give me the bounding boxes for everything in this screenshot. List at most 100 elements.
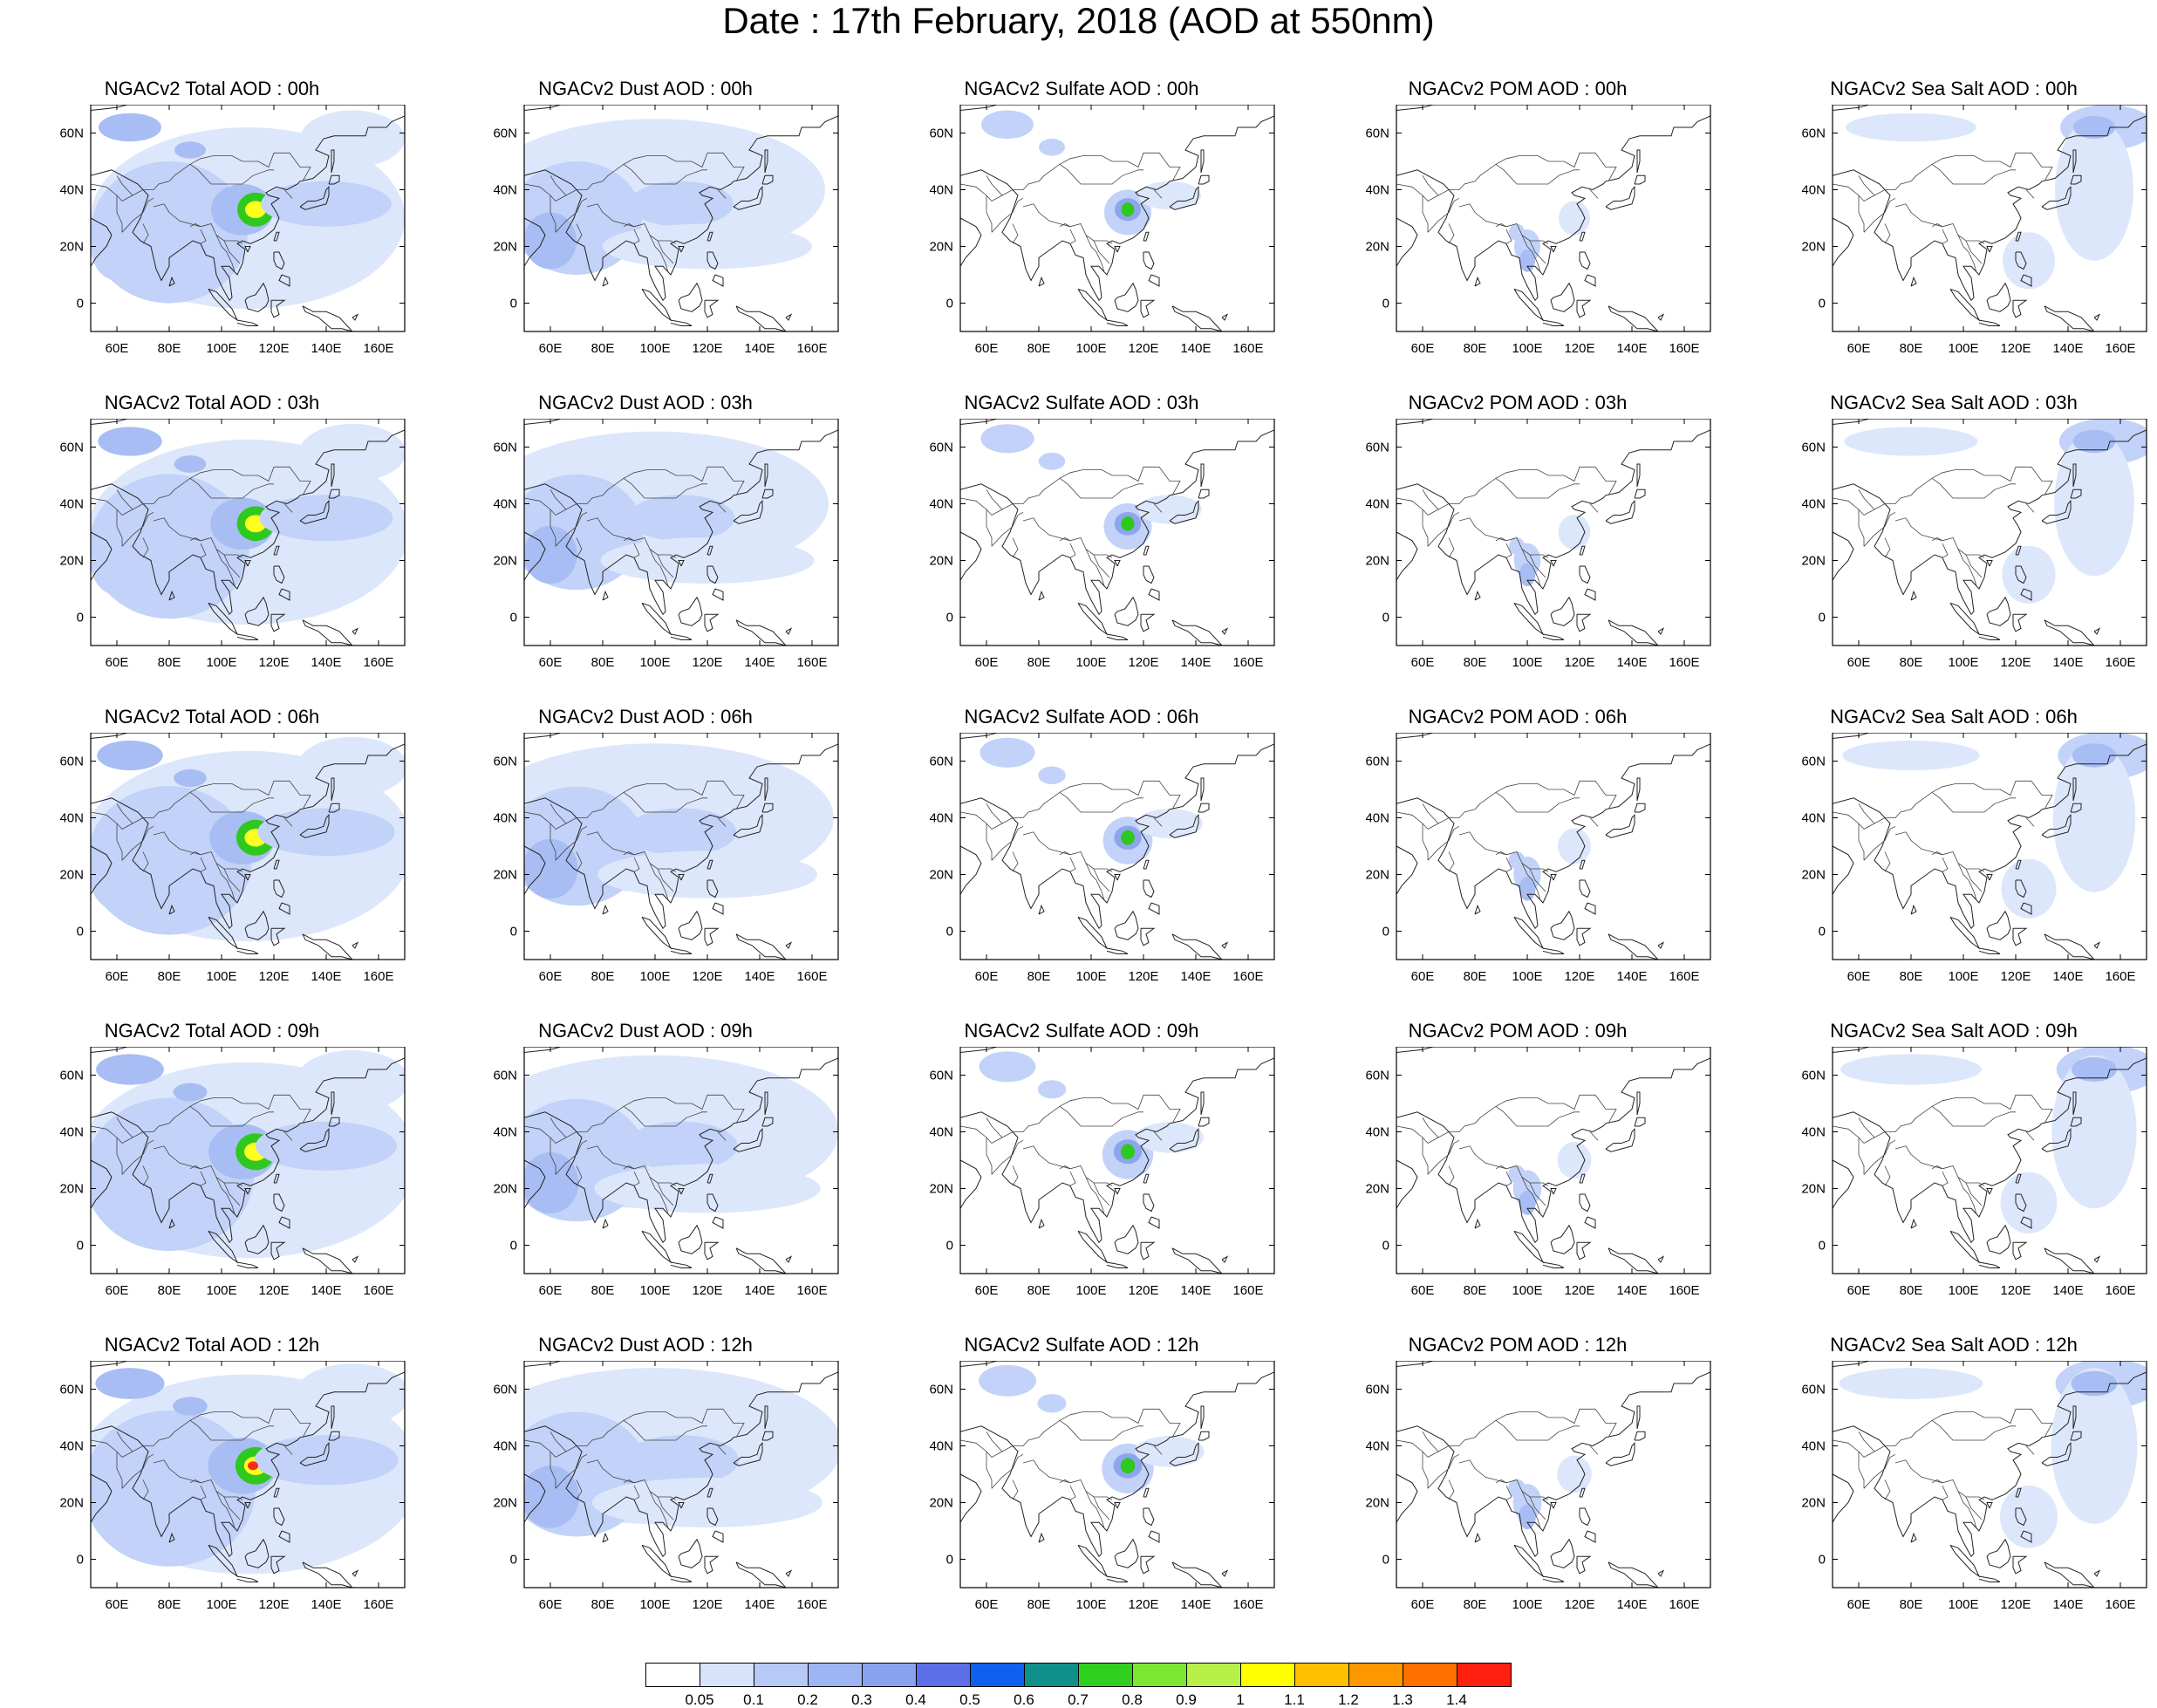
country-border: [1427, 1094, 1617, 1144]
coastline: [678, 1538, 703, 1568]
country-border: [91, 1125, 123, 1144]
coastline: [1513, 1230, 1545, 1264]
legend-swatch: [1240, 1663, 1295, 1687]
coastline: [1634, 174, 1646, 185]
coastline: [706, 1487, 713, 1498]
coastline: [278, 274, 290, 287]
coastline: [1608, 619, 1659, 646]
coastline: [1143, 1173, 1150, 1184]
panel-title: NGACv2 Sea Salt AOD : 06h: [1830, 706, 2078, 728]
country-border: [1495, 1419, 1580, 1441]
coastline: [733, 814, 763, 838]
coastline: [1833, 845, 1854, 895]
coastline: [2072, 777, 2077, 802]
lon-tick-label: 140E: [2052, 969, 2083, 984]
coastline: [764, 1091, 768, 1116]
lat-tick-label: 20N: [929, 240, 953, 255]
country-border: [649, 235, 669, 272]
coastline: [761, 488, 774, 499]
aod-field: [1559, 201, 1590, 236]
coastline: [2041, 1128, 2072, 1152]
country-border: [1521, 235, 1541, 272]
map-panel: NGACv2 POM AOD : 09h 60E 80E 100E 120E 140E 16…: [1313, 1021, 1723, 1328]
country-border: [1529, 240, 1546, 264]
coastline: [1114, 1502, 1121, 1509]
lon-tick-label: 80E: [1464, 341, 1487, 356]
lat-tick-label: 20N: [59, 1496, 84, 1511]
country-border: [1505, 857, 1512, 872]
lon-tick-label: 60E: [1847, 341, 1871, 356]
lat-tick-label: 60N: [493, 1383, 517, 1397]
lon-tick-label: 80E: [1027, 969, 1051, 984]
lat-tick-label: 40N: [1801, 811, 1826, 826]
country-border: [623, 1165, 635, 1170]
coastline: [1077, 1230, 1109, 1264]
lon-tick-label: 140E: [744, 655, 775, 670]
coastline: [678, 246, 685, 253]
coastline: [678, 910, 703, 940]
coastline: [2015, 1507, 2027, 1527]
country-border: [1589, 503, 1599, 513]
map-plot: 60E 80E 100E 120E 140E 160E 0 20N 40N 60N: [1791, 419, 2148, 682]
country-border: [1495, 163, 1580, 185]
country-border: [1059, 537, 1071, 542]
aod-field: [1137, 495, 1202, 524]
aod-field: [1508, 1165, 1526, 1184]
coastline: [1143, 251, 1155, 270]
country-border: [986, 1138, 993, 1175]
coastline: [168, 904, 175, 915]
coastline: [1634, 1431, 1646, 1441]
aod-field: [2001, 858, 2057, 919]
coastline: [1833, 1057, 2147, 1244]
coastline: [2015, 1173, 2022, 1184]
map-svg: 60E 80E 100E 120E 140E 160E 0 20N 40N 60N: [929, 1361, 1275, 1612]
country-border: [1396, 1439, 1429, 1458]
country-border: [576, 1479, 583, 1500]
aod-field: [1120, 1458, 1136, 1474]
lon-tick-label: 100E: [1948, 1283, 1978, 1298]
lon-tick-label: 100E: [206, 1283, 236, 1298]
map-panel: NGACv2 POM AOD : 00h 60E 80E 100E 120E 140E 16…: [1313, 79, 1723, 386]
panel-title: NGACv2 Total AOD : 09h: [104, 1020, 320, 1042]
country-border: [1942, 229, 1949, 244]
lat-tick-label: 60N: [929, 126, 953, 141]
coastline: [2015, 859, 2022, 870]
country-border: [960, 1125, 993, 1144]
map-plot: 60E 80E 100E 120E 140E 160E 0 20N 40N 60N: [49, 1047, 406, 1310]
country-border: [1589, 1131, 1599, 1141]
coastline: [236, 1261, 259, 1268]
country-border: [1957, 1177, 1977, 1214]
panel-title: NGACv2 Dust AOD : 03h: [538, 392, 753, 413]
coastline: [270, 613, 286, 632]
coastline: [1513, 288, 1545, 322]
coastline: [1605, 186, 1635, 210]
country-border: [549, 1138, 556, 1175]
coastline: [1114, 282, 1139, 312]
coastline: [273, 251, 285, 270]
lat-tick-label: 60N: [59, 1069, 84, 1083]
country-border: [1521, 1177, 1541, 1214]
panel-title: NGACv2 Sea Salt AOD : 03h: [1830, 392, 2078, 413]
country-border: [657, 1496, 674, 1520]
lon-tick-label: 160E: [363, 655, 393, 670]
lon-tick-label: 140E: [1180, 1283, 1211, 1298]
country-border: [1495, 223, 1507, 228]
map-frame: [90, 1361, 406, 1588]
lat-tick-label: 20N: [929, 1182, 953, 1197]
lon-tick-label: 120E: [1128, 1597, 1158, 1612]
map-panel: NGACv2 Sulfate AOD : 06h 60E 80E 100E 120E 14…: [877, 707, 1287, 1014]
coastline: [299, 500, 330, 524]
coastline: [1949, 1544, 1981, 1578]
coastline: [670, 947, 693, 954]
lat-tick-label: 60N: [1801, 1069, 1826, 1083]
coastline: [761, 1431, 774, 1441]
coastline: [1584, 274, 1596, 287]
coastline: [960, 1473, 982, 1523]
coastline: [2020, 588, 2032, 601]
lon-tick-label: 60E: [1847, 655, 1871, 670]
lon-tick-label: 60E: [539, 1283, 563, 1298]
coastline: [706, 1507, 719, 1527]
country-border: [1427, 1408, 1617, 1458]
country-border: [1427, 1453, 1460, 1489]
lon-tick-label: 80E: [1464, 1597, 1487, 1612]
